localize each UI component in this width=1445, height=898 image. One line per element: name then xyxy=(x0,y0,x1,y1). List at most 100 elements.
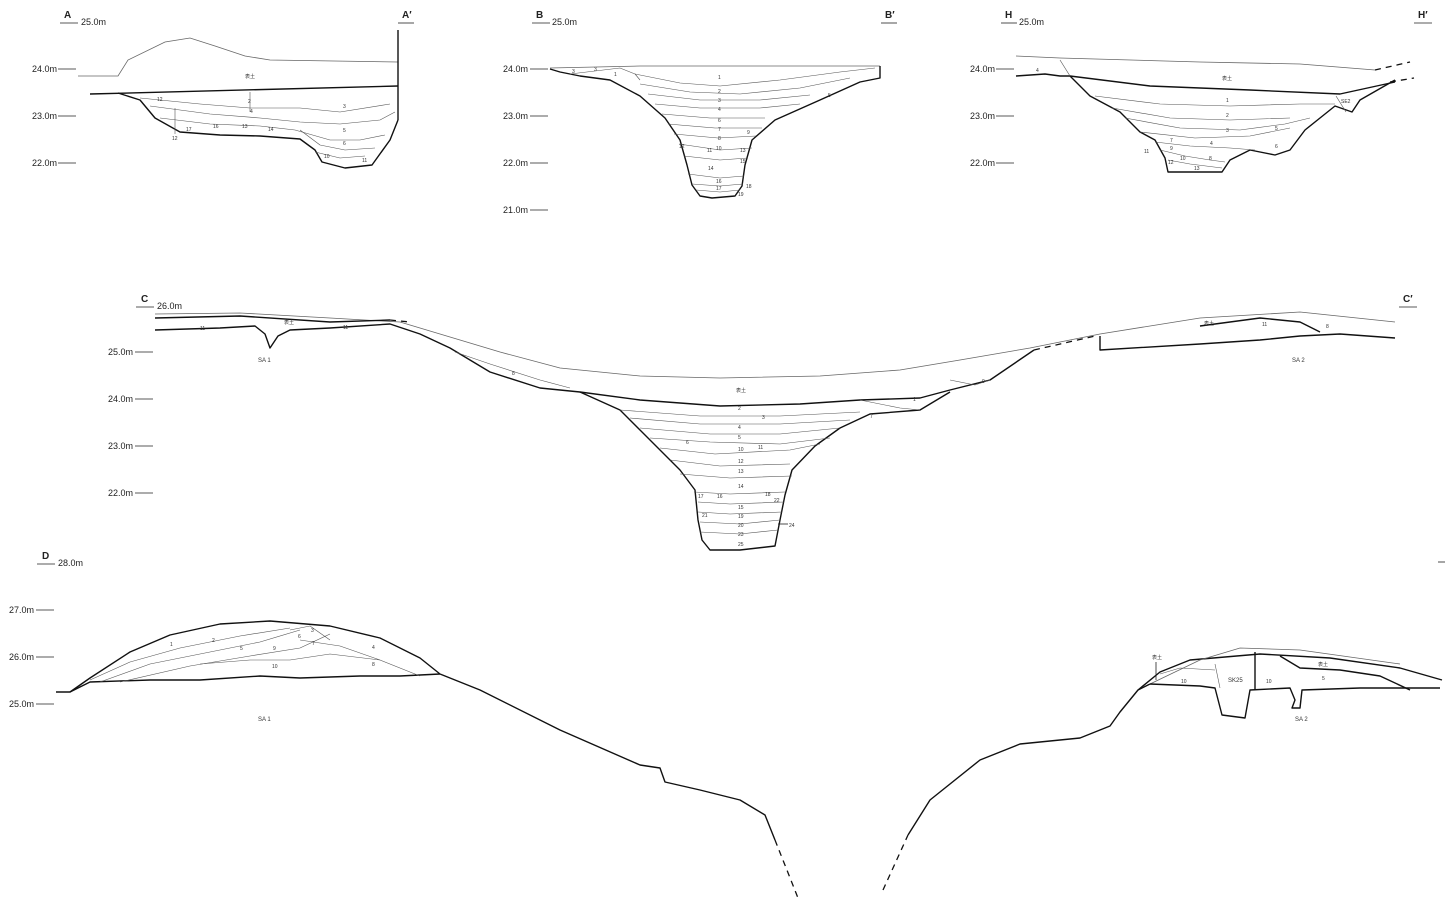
section-a-layer-label: 12 xyxy=(172,136,178,142)
section-h-layer-line-6 xyxy=(1159,149,1226,163)
section-b-layer-label: 12 xyxy=(679,144,685,150)
section-b-layer-label: 7 xyxy=(718,127,721,133)
section-c-layer-line-6 xyxy=(669,459,791,467)
section-c-layer-line-12 xyxy=(699,529,779,535)
section-c-dashed-left xyxy=(389,319,411,323)
section-d-feature-sk25: SK25 xyxy=(1228,678,1243,684)
section-h-elev-3: 22.0m xyxy=(970,158,995,168)
section-c-layer-line-8 xyxy=(693,491,786,495)
section-c-layer-line-9 xyxy=(697,501,785,505)
section-a-layer-line-5 xyxy=(314,151,366,159)
section-d-left-dashed xyxy=(774,839,799,898)
section-b-layer-line-1 xyxy=(569,67,641,81)
section-d-surface-label-2: 表土 xyxy=(1318,661,1328,668)
section-c-start-label: C xyxy=(141,294,148,305)
section-b-layer-label: 6 xyxy=(718,118,721,124)
section-h-layer-label: 1 xyxy=(1226,98,1229,104)
section-a-pit-outline xyxy=(117,92,399,169)
section-b-pit-outline xyxy=(549,66,881,199)
section-c-layer-label: 14 xyxy=(738,484,744,490)
section-a-ground-surface xyxy=(78,37,399,77)
section-h-layer-label: 4 xyxy=(1210,141,1213,147)
section-b-layer-line-4 xyxy=(647,93,811,101)
section-a-start-label: A xyxy=(64,10,71,21)
section-c-dashed-right xyxy=(1033,335,1096,351)
section-b-layer-label: 5 xyxy=(828,93,831,99)
section-b-layer-label: 9 xyxy=(747,130,750,136)
section-c-layer-line-14 xyxy=(454,351,571,389)
section-h-layer-line-1 xyxy=(1094,95,1335,107)
section-h-layer-line-8 xyxy=(1335,95,1347,113)
section-c-elev-3: 23.0m xyxy=(108,441,133,451)
section-b-end-label: B′ xyxy=(885,10,895,21)
section-b-ground-surface xyxy=(549,65,880,69)
section-a: A 25.0m A′ 24.0m 23.0m 22.0m 表土 2 3 4 5 … xyxy=(32,10,414,169)
section-c-layer-label: 20 xyxy=(738,523,744,529)
section-h-layer-label: 7 xyxy=(1170,138,1173,144)
section-d-layer-label: 9 xyxy=(273,646,276,652)
section-d-layer-label: 4 xyxy=(372,645,375,651)
section-b-layer-line-9 xyxy=(678,143,753,151)
section-c-right-layer-top xyxy=(1199,317,1321,333)
section-b-layer-line-13 xyxy=(695,189,741,193)
section-a-layer-line-3 xyxy=(159,117,386,141)
section-h-layer-line-5 xyxy=(1154,141,1256,151)
section-b-layer-label: 3 xyxy=(594,67,597,73)
section-c-datum: 26.0m xyxy=(157,301,182,311)
section-a-layer-label: 6 xyxy=(343,141,346,147)
section-c-layer-line-5 xyxy=(659,443,821,455)
section-d-layer-label: 10 xyxy=(272,664,278,670)
section-h-layer-line-3 xyxy=(1124,117,1311,131)
section-d-left-slope xyxy=(439,673,776,841)
section-c-layer-line-15 xyxy=(949,379,991,386)
section-c-elev-1: 25.0m xyxy=(108,347,133,357)
section-a-layer-label: 12 xyxy=(157,97,163,103)
section-c-main-profile xyxy=(154,323,1035,407)
section-c-layer-label: 6 xyxy=(686,440,689,446)
section-c: C 26.0m C′ 25.0m 24.0m 23.0m 22.0m xyxy=(108,294,1417,551)
section-b-layer-label: 18 xyxy=(746,184,752,190)
section-c-surface-label: 表土 xyxy=(736,387,746,394)
section-b-layer-label: 15 xyxy=(740,159,746,165)
section-b-elev-4: 21.0m xyxy=(503,205,528,215)
section-c-layer-label: 18 xyxy=(765,492,771,498)
section-d: D 28.0m 27.0m 26.0m 25.0m 1 2 3 4 5 xyxy=(9,551,1443,898)
section-d-layer-line-6 xyxy=(289,625,331,641)
section-b-layer-line-12 xyxy=(691,183,744,187)
section-a-layer-label: 10 xyxy=(324,154,330,160)
section-h-ground-surface xyxy=(1015,55,1376,71)
section-d-layer-label: 2 xyxy=(212,638,215,644)
section-d-layer-line-3 xyxy=(119,633,331,683)
section-d-feature-sa1: SA 1 xyxy=(258,717,271,723)
section-b-layer-label: 2 xyxy=(718,89,721,95)
section-d-right-mound-base xyxy=(1149,683,1440,719)
section-d-right-dashed xyxy=(882,834,909,891)
section-d-elev-3: 25.0m xyxy=(9,699,34,709)
section-h-elev-1: 24.0m xyxy=(970,64,995,74)
section-a-layer-label: 4 xyxy=(250,109,253,115)
section-c-layer-label: 1 xyxy=(913,397,916,403)
section-h-layer-label: 10 xyxy=(1180,156,1186,162)
section-c-feature-sa2: SA 2 xyxy=(1292,358,1305,364)
section-d-elev-2: 26.0m xyxy=(9,652,34,662)
section-c-layer-label: 5 xyxy=(738,435,741,441)
section-h-feature-label: SE2 xyxy=(1341,99,1351,105)
section-c-layer-label: 7 xyxy=(870,414,873,420)
section-d-sk25-left xyxy=(1214,663,1221,689)
section-c-layer-label: 3 xyxy=(762,415,765,421)
section-d-layer-label: 10 xyxy=(1266,679,1272,685)
section-c-surface-label-2: 表土 xyxy=(284,319,294,326)
section-b-layer-label: 3 xyxy=(718,98,721,104)
section-h-layer-label: 4 xyxy=(1036,68,1039,74)
section-c-topsoil-left-top xyxy=(154,315,391,323)
section-c-layer-line-1 xyxy=(619,409,861,417)
section-a-surface-label: 表土 xyxy=(245,73,255,80)
section-d-elev-1: 27.0m xyxy=(9,605,34,615)
section-c-end-label: C′ xyxy=(1403,294,1413,305)
section-h-layer-label: 5 xyxy=(1275,126,1278,132)
section-c-layer-line-4 xyxy=(649,437,831,445)
section-a-datum: 25.0m xyxy=(81,17,106,27)
section-b-layer-label: 4 xyxy=(718,107,721,113)
section-c-layer-label: 4 xyxy=(738,425,741,431)
section-c-layer-label: 12 xyxy=(738,459,744,465)
